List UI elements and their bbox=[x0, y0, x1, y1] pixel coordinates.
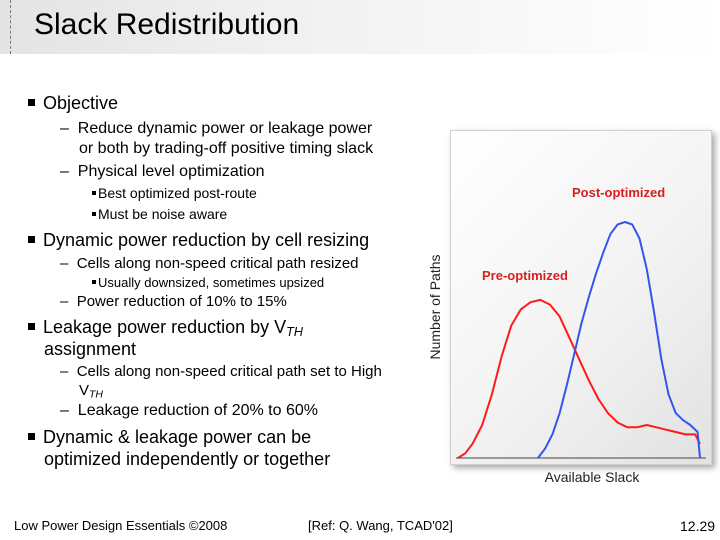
square-bullet-icon bbox=[28, 236, 35, 243]
dynamic-sub1-text: Cells along non-speed critical path resi… bbox=[76, 255, 359, 272]
slide-title: Slack Redistribution bbox=[34, 8, 300, 41]
square-bullet-icon bbox=[28, 433, 35, 440]
leakage-sub2: – Leakage reduction of 20% to 60% bbox=[60, 402, 318, 419]
leakage-sub1: – Cells along non-speed critical path se… bbox=[60, 363, 382, 380]
series-line-post-optimized bbox=[537, 221, 701, 459]
bullet-combined-line2: optimized independently or together bbox=[44, 449, 331, 469]
square-bullet-icon bbox=[28, 323, 35, 330]
x-axis-label: Available Slack bbox=[545, 469, 641, 485]
square-bullet-icon bbox=[92, 280, 96, 284]
annotation-pre-optimized: Pre-optimized bbox=[482, 268, 568, 283]
square-bullet-icon bbox=[92, 212, 96, 216]
dynamic-item-1-text: Usually downsized, sometimes upsized bbox=[98, 275, 325, 290]
footer-copyright: Low Power Design Essentials ©2008 bbox=[14, 518, 228, 533]
bullet-objective: Objective bbox=[28, 93, 118, 114]
bullet-leakage-line2: assignment bbox=[44, 339, 137, 359]
bullet-dynamic-label: Dynamic power reduction by cell resizing bbox=[43, 230, 370, 250]
bullet-objective-label: Objective bbox=[43, 93, 119, 113]
objective-sub2-text: Physical level optimization bbox=[77, 163, 265, 180]
objective-item-1: Best optimized post-route bbox=[92, 185, 257, 201]
leakage-sub1-line2: VTH bbox=[79, 382, 103, 401]
objective-sub1-line2: or both by trading-off positive timing s… bbox=[79, 140, 374, 157]
vth-subscript: TH bbox=[286, 325, 303, 340]
bullet-combined: Dynamic & leakage power can be bbox=[28, 427, 311, 448]
objective-sub1: – Reduce dynamic power or leakage power bbox=[60, 120, 373, 137]
bullet-dynamic: Dynamic power reduction by cell resizing bbox=[28, 230, 369, 251]
leakage-sub1-line1: Cells along non-speed critical path set … bbox=[76, 363, 382, 380]
objective-item-2: Must be noise aware bbox=[92, 206, 227, 222]
series-line-pre-optimized bbox=[457, 298, 701, 459]
chart-frame bbox=[450, 130, 712, 465]
slide-number: 12.29 bbox=[680, 518, 716, 534]
leakage-sub2-text: Leakage reduction of 20% to 60% bbox=[77, 402, 318, 419]
dynamic-sub2: – Power reduction of 10% to 15% bbox=[60, 293, 287, 310]
objective-item-2-text: Must be noise aware bbox=[98, 206, 228, 222]
annotation-post-optimized: Post-optimized bbox=[572, 185, 665, 200]
dynamic-sub1: – Cells along non-speed critical path re… bbox=[60, 255, 359, 272]
bullet-combined-line1: Dynamic & leakage power can be bbox=[43, 427, 312, 447]
dynamic-sub2-text: Power reduction of 10% to 15% bbox=[76, 293, 287, 310]
objective-sub1-line1: Reduce dynamic power or leakage power bbox=[77, 120, 373, 137]
footer-reference: [Ref: Q. Wang, TCAD'02] bbox=[308, 518, 453, 533]
square-bullet-icon bbox=[28, 99, 35, 106]
leakage-sub1-v: V bbox=[79, 382, 90, 399]
y-axis-label: Number of Paths bbox=[427, 254, 443, 359]
bullet-leakage: Leakage power reduction by VTH bbox=[28, 317, 303, 340]
title-bar bbox=[0, 0, 720, 54]
dynamic-item-1: Usually downsized, sometimes upsized bbox=[92, 275, 325, 291]
title-rule bbox=[10, 0, 11, 54]
objective-sub2: – Physical level optimization bbox=[60, 163, 265, 180]
square-bullet-icon bbox=[92, 191, 96, 195]
bullet-leakage-label: Leakage power reduction by V bbox=[43, 317, 287, 337]
vth-subscript: TH bbox=[89, 388, 104, 401]
objective-item-1-text: Best optimized post-route bbox=[98, 185, 257, 201]
